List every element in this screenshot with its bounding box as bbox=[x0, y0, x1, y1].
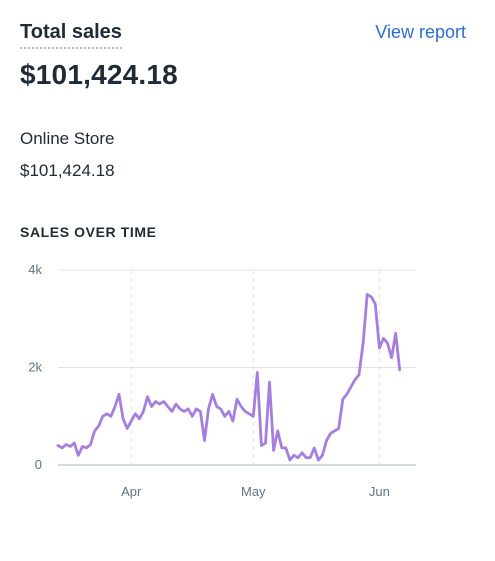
x-tick-label: Apr bbox=[121, 484, 142, 499]
total-sales-value: $101,424.18 bbox=[20, 59, 178, 90]
channel-value: $101,424.18 bbox=[20, 161, 115, 180]
sales-over-time-heading: SALES OVER TIME bbox=[20, 224, 157, 240]
card-title[interactable]: Total sales bbox=[20, 20, 122, 49]
sales-over-time-chart: 0 2k 4k Apr May Jun bbox=[0, 255, 495, 515]
y-tick-label: 4k bbox=[28, 262, 42, 277]
view-report-link[interactable]: View report bbox=[375, 22, 466, 42]
y-tick-label: 2k bbox=[28, 360, 42, 375]
x-tick-label: May bbox=[241, 484, 266, 499]
channel-name: Online Store bbox=[20, 129, 115, 148]
chart-svg: 0 2k 4k Apr May Jun bbox=[28, 262, 416, 499]
x-tick-label: Jun bbox=[369, 484, 390, 499]
card-header: Total sales View report bbox=[20, 20, 466, 49]
y-tick-label: 0 bbox=[35, 457, 42, 472]
sales-line bbox=[56, 293, 402, 462]
